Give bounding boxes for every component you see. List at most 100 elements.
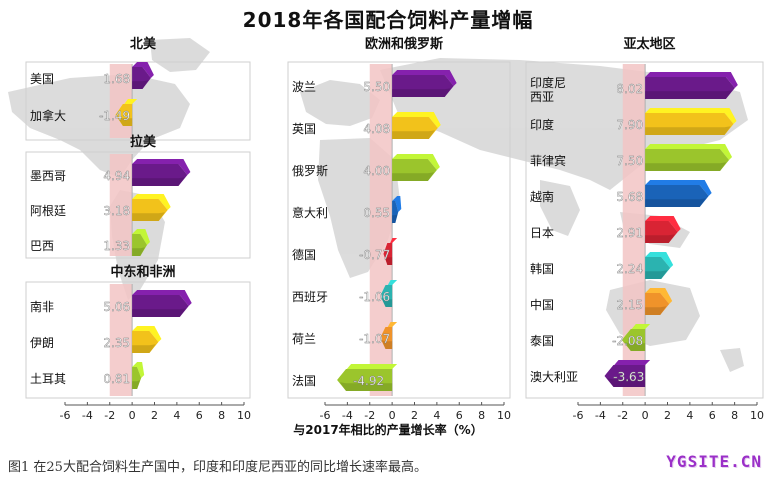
category-label: 德国 bbox=[292, 247, 316, 262]
bar-shadow bbox=[132, 212, 166, 221]
value-label: 1.33 bbox=[103, 239, 130, 253]
category-label: 澳大利亚 bbox=[530, 370, 578, 384]
x-tick-label: 8 bbox=[218, 409, 225, 422]
bar-shadow bbox=[392, 88, 451, 97]
bar-shadow bbox=[645, 90, 733, 99]
category-label: 日本 bbox=[530, 226, 554, 240]
group-header: 欧洲和俄罗斯 bbox=[365, 36, 443, 52]
group-header: 拉美 bbox=[130, 134, 157, 150]
category-label: 中国 bbox=[530, 297, 554, 312]
watermark: YGSITE.CN bbox=[666, 452, 762, 471]
value-label: 2.91 bbox=[616, 226, 643, 240]
bar-shadow bbox=[117, 117, 133, 126]
category-label: 印度尼西亚 bbox=[530, 75, 566, 104]
bar-top-face bbox=[132, 229, 151, 245]
bar-shadow bbox=[645, 270, 668, 279]
bar-top-face bbox=[115, 99, 138, 115]
bar-top-face bbox=[645, 180, 712, 196]
category-label: 土耳其 bbox=[30, 372, 66, 386]
bar-top-face bbox=[645, 288, 673, 304]
bar-top-face bbox=[337, 364, 398, 380]
x-tick-label: 6 bbox=[456, 409, 463, 422]
value-label: 4.94 bbox=[103, 169, 130, 183]
x-tick-label: -6 bbox=[320, 409, 331, 422]
bar-top-face bbox=[132, 62, 154, 78]
x-tick-label: 4 bbox=[686, 409, 693, 422]
bar-shadow bbox=[392, 214, 398, 223]
category-label: 荷兰 bbox=[292, 332, 316, 346]
value-label: -3.63 bbox=[613, 370, 644, 384]
category-label: 意大利 bbox=[292, 205, 328, 220]
bar-shadow bbox=[381, 340, 393, 349]
bar-top-face bbox=[392, 154, 440, 170]
category-label: 印度 bbox=[530, 117, 554, 132]
category-label: 波兰 bbox=[292, 80, 316, 94]
bar-shadow bbox=[339, 382, 393, 391]
x-axis-title: 与2017年相比的产量增长率（%） bbox=[293, 422, 482, 437]
bar-shadow bbox=[645, 234, 675, 243]
x-tick-label: -4 bbox=[342, 409, 353, 422]
shaded-band bbox=[622, 64, 646, 396]
category-label: 泰国 bbox=[530, 334, 554, 348]
x-tick-label: 2 bbox=[664, 409, 671, 422]
category-label: 韩国 bbox=[530, 261, 554, 276]
category-label: 法国 bbox=[292, 374, 316, 388]
bar-top-face bbox=[132, 326, 162, 342]
value-label: -4.92 bbox=[353, 374, 384, 388]
bar-shadow bbox=[132, 308, 187, 317]
value-label: 7.50 bbox=[616, 154, 643, 168]
value-label: 3.18 bbox=[103, 204, 130, 218]
category-label: 美国 bbox=[30, 72, 54, 86]
category-label: 菲律宾 bbox=[530, 153, 566, 168]
value-label: 4.08 bbox=[363, 122, 390, 136]
value-label: -1.49 bbox=[99, 109, 130, 123]
x-tick-label: 10 bbox=[497, 409, 511, 422]
group-header: 亚太地区 bbox=[623, 36, 675, 52]
bar-shadow bbox=[645, 198, 706, 207]
value-label: 4.00 bbox=[363, 164, 390, 178]
x-tick-label: 4 bbox=[433, 409, 440, 422]
category-label: 伊朗 bbox=[30, 336, 54, 350]
shaded-band bbox=[109, 284, 133, 396]
bar-shadow bbox=[384, 256, 393, 265]
group-box bbox=[287, 61, 511, 399]
x-tick-label: -4 bbox=[82, 409, 93, 422]
value-label: -1.07 bbox=[359, 332, 390, 346]
group-box bbox=[525, 61, 764, 399]
value-label: 2.15 bbox=[616, 298, 643, 312]
x-tick-label: 2 bbox=[151, 409, 158, 422]
value-label: 5.50 bbox=[363, 80, 390, 94]
x-tick-label: 0 bbox=[642, 409, 649, 422]
bar-top-face bbox=[645, 108, 737, 124]
bar-top-face bbox=[604, 360, 651, 376]
bar-shadow bbox=[132, 80, 149, 89]
bar-shadow bbox=[392, 130, 436, 139]
bar-top-face bbox=[132, 362, 145, 378]
x-tick-label: 8 bbox=[478, 409, 485, 422]
category-label: 加拿大 bbox=[30, 108, 66, 123]
value-label: 1.68 bbox=[103, 72, 130, 86]
category-label: 巴西 bbox=[30, 239, 54, 253]
value-label: -2.08 bbox=[612, 334, 643, 348]
x-tick-label: -2 bbox=[617, 409, 628, 422]
value-label: -0.77 bbox=[359, 248, 390, 262]
x-tick-label: 2 bbox=[411, 409, 418, 422]
bar-shadow bbox=[132, 344, 156, 353]
value-label: -1.06 bbox=[359, 290, 390, 304]
bar-top-face bbox=[645, 144, 733, 160]
bar-top-face bbox=[132, 159, 191, 175]
bar-top-face bbox=[645, 72, 738, 88]
x-tick-label: 0 bbox=[129, 409, 136, 422]
figure-caption: 图1 在25大配合饲料生产国中，印度和印度尼西亚的同比增长速率最高。 bbox=[8, 460, 427, 475]
x-tick-label: -2 bbox=[364, 409, 375, 422]
category-label: 墨西哥 bbox=[30, 169, 66, 183]
value-label: 7.90 bbox=[616, 118, 643, 132]
value-label: 8.02 bbox=[616, 82, 643, 96]
x-tick-label: -2 bbox=[104, 409, 115, 422]
category-label: 南非 bbox=[30, 299, 54, 314]
bar-shadow bbox=[645, 126, 731, 135]
value-label: 0.55 bbox=[363, 206, 390, 220]
value-label: 2.24 bbox=[616, 262, 643, 276]
category-label: 英国 bbox=[292, 122, 316, 136]
